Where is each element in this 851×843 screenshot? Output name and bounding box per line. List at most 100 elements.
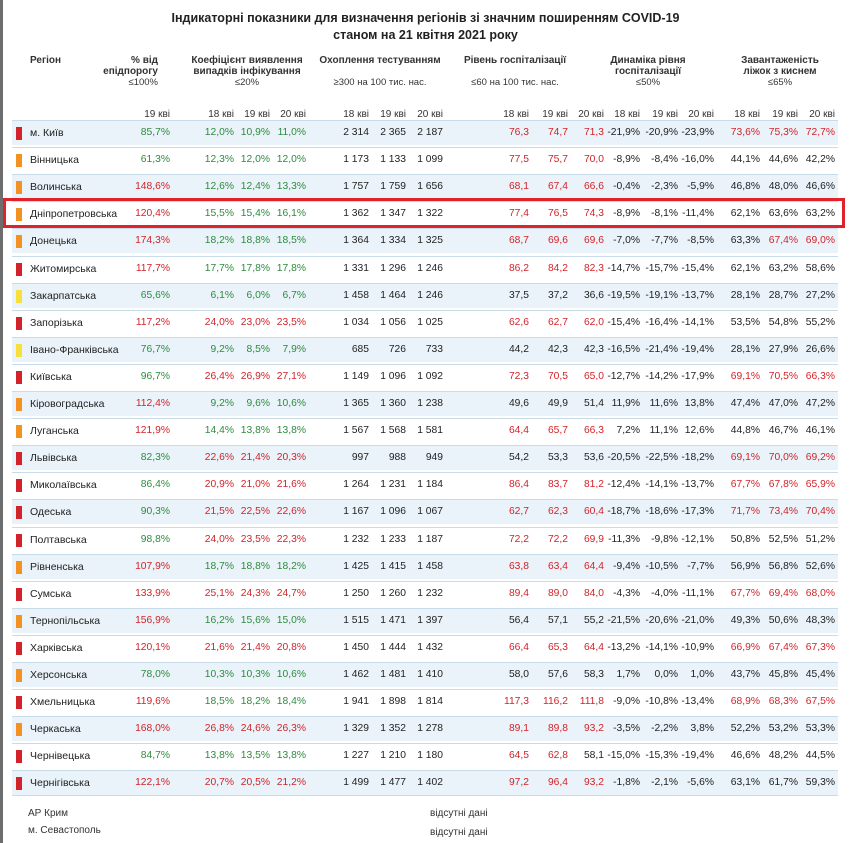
hosp-value: 65,3 [547, 641, 568, 653]
risk-marker [16, 669, 22, 682]
test-value: 1 167 [343, 506, 369, 518]
test-value: 1 402 [417, 777, 443, 789]
hosp-value: 53,6 [583, 452, 604, 464]
det-value: 21,6% [276, 479, 306, 491]
oxy-value: 62,1% [730, 262, 760, 274]
oxy-value: 28,1% [730, 289, 760, 301]
day-header-det-20: 20 кві [280, 109, 306, 120]
dyn-value: -15,4% [681, 262, 714, 274]
dyn-value: -15,4% [607, 316, 640, 328]
test-value: 2 314 [343, 127, 369, 138]
epid-threshold-value: 98,8% [140, 533, 170, 545]
hosp-value: 117,3 [503, 696, 529, 708]
test-value: 1 096 [380, 506, 406, 518]
test-value: 2 365 [380, 127, 406, 138]
dyn-value: -19,4% [681, 750, 714, 762]
det-value: 9,2% [210, 343, 234, 355]
table-row: Чернівецька 84,7% 13,8% 13,5% 13,8% 1 227 1 21… [12, 743, 838, 768]
det-value: 13,3% [276, 181, 306, 193]
test-value: 1 415 [380, 560, 406, 572]
hosp-value: 62,7 [547, 316, 568, 328]
det-value: 11,0% [277, 127, 306, 138]
det-value: 17,7% [204, 262, 234, 274]
hosp-value: 81,2 [583, 479, 604, 491]
oxy-value: 67,7% [730, 479, 760, 491]
title-line-2: станом на 21 квітня 2021 року [333, 28, 518, 42]
dyn-value: -4,3% [613, 587, 640, 599]
dyn-value: -20,6% [645, 614, 678, 626]
oxy-value: 69,2% [805, 452, 835, 464]
oxy-value: 63,2% [805, 208, 835, 220]
footer-note-crimea: відсутні дані [430, 808, 488, 819]
table-row: Запорізька 117,2% 24,0% 23,0% 23,5% 1 034 1 05… [12, 309, 838, 335]
dyn-value: 7,2% [616, 425, 640, 437]
test-value: 1 296 [380, 262, 406, 274]
oxy-value: 44,8% [730, 425, 760, 437]
test-value: 1 096 [380, 370, 406, 382]
hosp-value: 89,0 [547, 587, 568, 599]
hosp-value: 57,1 [547, 614, 568, 626]
det-value: 15,6% [240, 614, 270, 626]
oxy-value: 68,9% [730, 696, 760, 708]
dyn-value: -2,2% [651, 723, 678, 735]
epid-threshold-value: 76,7% [140, 343, 170, 355]
table-row: Рівненська 107,9% 18,7% 18,8% 18,2% 1 425 1 41… [12, 553, 838, 579]
test-value: 997 [351, 452, 369, 464]
dyn-value: -18,2% [681, 452, 714, 464]
det-value: 21,2% [276, 777, 306, 789]
table-row: Чернігівська 122,1% 20,7% 20,5% 21,2% 1 499 1 … [12, 770, 838, 796]
epid-threshold-value: 119,6% [135, 696, 170, 708]
table-row: Харківська 120,1% 21,6% 21,4% 20,8% 1 450 1 44… [12, 634, 838, 660]
det-value: 26,4% [204, 370, 234, 382]
header-oxygen-beds: Завантаженість ліжок з киснем ≤65% [741, 55, 819, 88]
dyn-value: 11,6% [649, 398, 678, 409]
test-value: 1 238 [417, 398, 443, 409]
test-value: 1 067 [417, 506, 443, 518]
test-value: 1 260 [380, 587, 406, 599]
day-header-dyn-20: 20 кві [688, 109, 714, 120]
det-value: 18,8% [240, 560, 270, 572]
region-name: Черкаська [30, 723, 81, 736]
table-row: Полтавська 98,8% 24,0% 23,5% 22,3% 1 232 1 233… [12, 526, 838, 552]
hosp-value: 77,4 [508, 208, 529, 220]
region-name: Полтавська [30, 533, 87, 546]
table-bottom-border [12, 795, 838, 796]
test-value: 1 329 [343, 723, 369, 735]
header-dynamics: Динаміка рівня госпіталізації ≤50% [610, 55, 686, 88]
day-header-det-19: 19 кві [244, 109, 270, 120]
dyn-value: -13,4% [681, 696, 714, 708]
day-header-hosp-19: 19 кві [542, 109, 568, 120]
epid-threshold-value: 90,3% [140, 506, 170, 518]
test-value: 1 347 [380, 208, 406, 220]
test-value: 1 425 [343, 560, 369, 572]
det-value: 12,0% [240, 154, 270, 166]
dyn-value: -22,5% [645, 452, 678, 464]
test-value: 685 [351, 343, 369, 355]
dyn-value: -9,4% [613, 560, 640, 572]
hosp-value: 89,8 [547, 723, 568, 735]
dyn-value: -15,3% [645, 750, 678, 762]
test-value: 1 458 [417, 560, 443, 572]
dyn-value: -21,0% [681, 614, 714, 626]
det-value: 13,8% [240, 425, 270, 437]
table-row: Вінницька 61,3% 12,3% 12,0% 12,0% 1 173 1 133 1… [12, 147, 838, 172]
det-value: 23,5% [276, 316, 306, 328]
day-header-det-18: 18 кві [208, 109, 234, 120]
oxy-value: 27,2% [805, 289, 835, 301]
oxy-value: 72,7% [805, 127, 835, 138]
dyn-value: -16,5% [607, 343, 640, 355]
oxy-value: 69,1% [730, 452, 760, 464]
dyn-value: -23,9% [681, 127, 714, 138]
hosp-value: 62,0 [583, 316, 604, 328]
day-header-hosp-18: 18 кві [503, 109, 529, 120]
det-value: 23,5% [240, 533, 270, 545]
dyn-value: -5,6% [687, 777, 714, 789]
test-value: 1 187 [417, 533, 443, 545]
table-row: Закарпатська 65,6% 6,1% 6,0% 6,7% 1 458 1 464 1… [12, 282, 838, 308]
oxy-value: 48,2% [768, 750, 798, 762]
oxy-value: 43,7% [730, 669, 760, 680]
dyn-value: -2,3% [651, 181, 678, 193]
det-value: 18,5% [204, 696, 234, 708]
region-name: Сумська [30, 587, 72, 600]
region-name: Хмельницька [30, 696, 96, 709]
